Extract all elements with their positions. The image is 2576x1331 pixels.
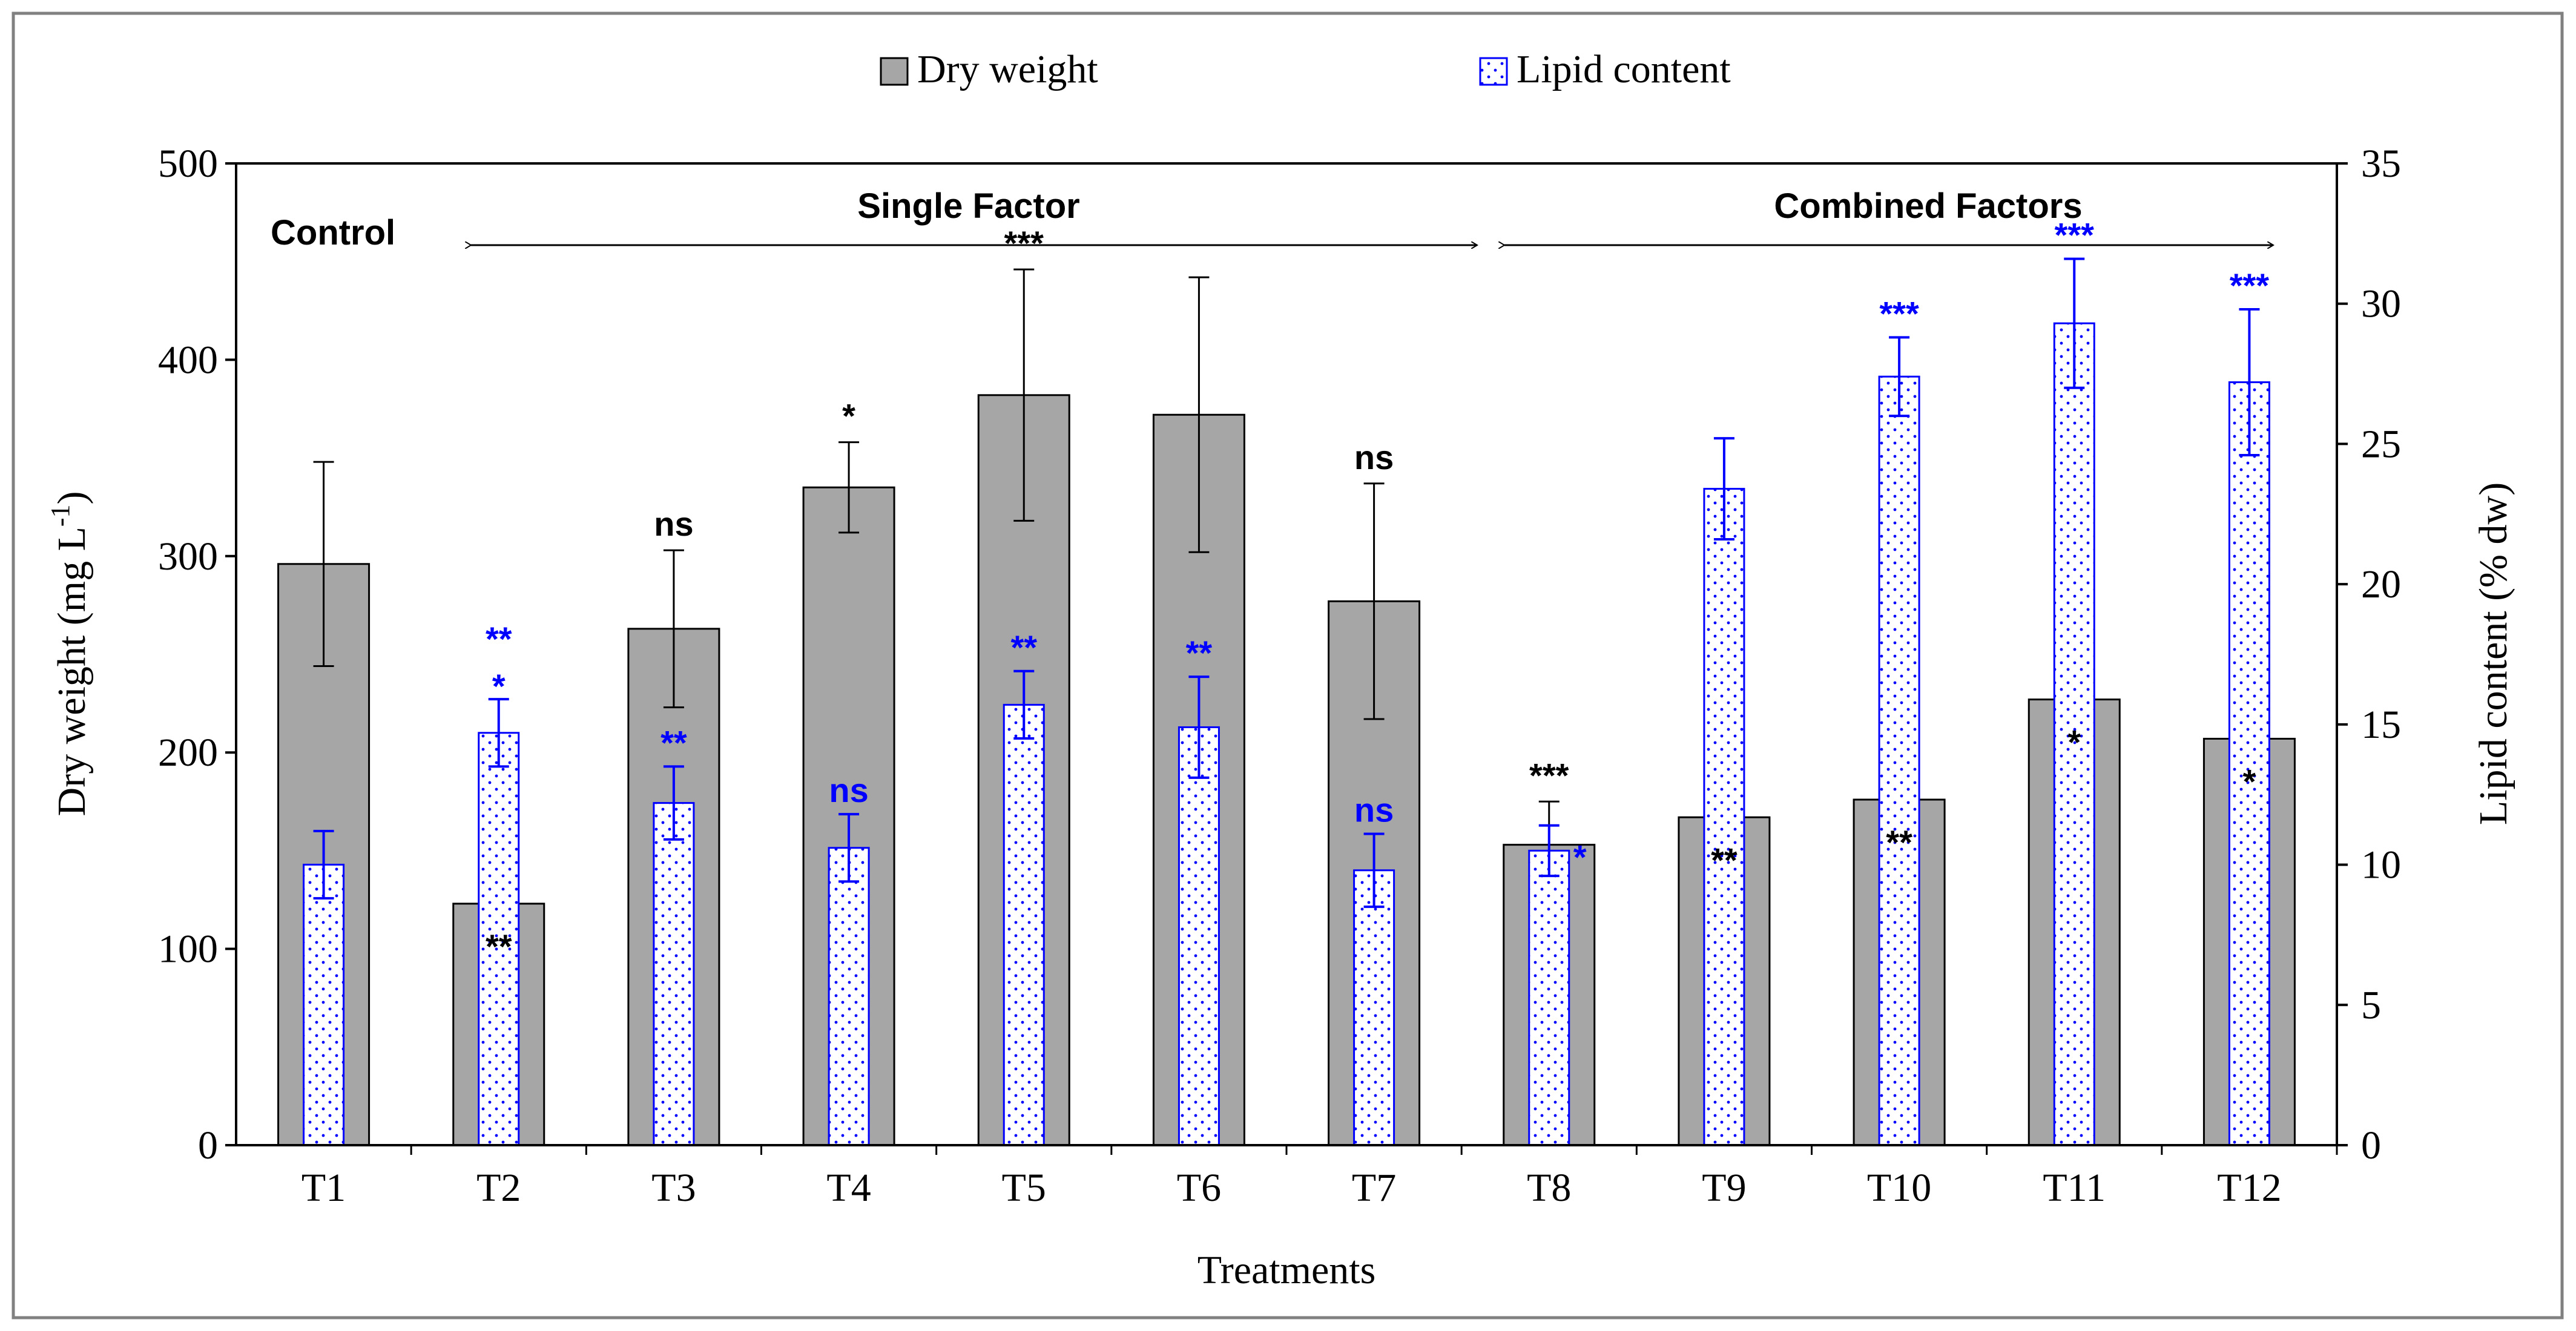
left-tick-label: 500: [158, 142, 218, 186]
y-axis-title-left-close: ): [50, 491, 94, 504]
significance-label-dry-T9: **: [1711, 841, 1738, 879]
lipid-content-bar-T10: [1878, 375, 1920, 1146]
significance-label-lipid-T5: **: [1010, 628, 1037, 666]
y-axis-title-right: Lipid content (% dw): [2471, 482, 2515, 825]
significance-label-lipid-T11: ***: [2055, 216, 2095, 254]
figure-border: [12, 12, 2564, 1319]
lipid-content-bar-T11: [2053, 322, 2095, 1146]
left-tick-label: 100: [158, 927, 218, 971]
significance-label-lipid-T3: **: [660, 723, 687, 761]
significance-label-lipid-T7: ns: [1354, 791, 1394, 829]
lipid-content-bar-T5: [1003, 703, 1045, 1146]
x-tick-label-T4: T4: [826, 1166, 871, 1210]
lipid-content-bar-T7: [1353, 869, 1395, 1146]
lipid-content-bar-T4: [828, 847, 870, 1146]
significance-label-dry-T12: *: [2243, 762, 2256, 800]
x-tick-label-T7: T7: [1352, 1166, 1396, 1210]
right-tick-label: 20: [2361, 562, 2401, 606]
x-tick-label-T9: T9: [1702, 1166, 1746, 1210]
x-axis-ticks: T1 T2 T3 T4 T5 T6 T7 T8 T9 T10 T11 T12: [301, 1145, 2338, 1210]
right-tick-label: 15: [2361, 703, 2401, 747]
significance-label-dry-T8: ***: [1529, 756, 1569, 794]
y-axis-title-left: Dry weight (mg L-1): [45, 491, 94, 816]
right-tick-label: 0: [2361, 1123, 2381, 1168]
legend-label-dry-weight: Dry weight: [917, 47, 1098, 91]
significance-label-dry-T4: *: [842, 397, 855, 435]
x-tick-label-T8: T8: [1527, 1166, 1571, 1210]
legend-swatch-dry-weight: [880, 57, 909, 86]
legend: Dry weight Lipid content: [880, 47, 1731, 91]
lipid-content-series: [303, 257, 2270, 1146]
y-axis-title-left-sup: -1: [45, 504, 75, 527]
x-tick-label-T2: T2: [476, 1166, 521, 1210]
x-tick-label-T10: T10: [1867, 1166, 1931, 1210]
x-axis-title: Treatments: [1197, 1248, 1376, 1292]
x-tick-label-T5: T5: [1002, 1166, 1046, 1210]
lipid-content-bar-T1: [303, 864, 345, 1146]
lipid-content-bar-T6: [1178, 726, 1220, 1146]
dry-weight-series: [277, 268, 2296, 1146]
x-tick-label-T3: T3: [651, 1166, 696, 1210]
annotation-control: Control: [271, 213, 395, 252]
significance-label-lipid-T6: **: [1186, 634, 1213, 672]
significance-label-dry-T11: *: [2067, 723, 2081, 761]
right-tick-label: 35: [2361, 142, 2401, 186]
y-axis-title-left-main: Dry weight (mg L: [50, 527, 94, 816]
annotation-single-factor: Single Factor: [857, 186, 1079, 226]
left-tick-label: 0: [198, 1123, 218, 1168]
x-tick-label-T12: T12: [2217, 1166, 2281, 1210]
significance-label-lipid-T10: ***: [1879, 294, 1919, 332]
left-axis-ticks: 0 100 200 300 400 500: [158, 142, 236, 1168]
lipid-content-bar-T12: [2228, 381, 2270, 1146]
x-tick-label-T1: T1: [301, 1166, 346, 1210]
significance-label-dry-T2: **: [486, 927, 512, 965]
x-tick-label-T6: T6: [1177, 1166, 1221, 1210]
right-tick-label: 30: [2361, 282, 2401, 326]
significance-label-dry-T5: ***: [1004, 224, 1044, 262]
right-tick-label: 10: [2361, 843, 2401, 887]
significance-label-lipid-T4: ns: [829, 771, 868, 809]
x-tick-label-T11: T11: [2043, 1166, 2106, 1210]
significance-label-dry-T10: **: [1886, 823, 1912, 861]
significance-label-dry-T7: ns: [1354, 438, 1394, 476]
significance-label-dry-T3: ns: [654, 505, 693, 543]
left-tick-label: 200: [158, 731, 218, 775]
significance-label-lipid-extra-T2: *: [492, 667, 506, 705]
legend-swatch-lipid-content: [1479, 57, 1508, 86]
lipid-content-bar-T3: [653, 802, 695, 1146]
left-tick-label: 300: [158, 534, 218, 579]
left-tick-label: 400: [158, 338, 218, 382]
right-axis-ticks: 0 5 10 15 20 25 30 35: [2337, 142, 2401, 1168]
legend-label-lipid-content: Lipid content: [1517, 47, 1731, 91]
right-tick-label: 5: [2361, 983, 2381, 1027]
annotation-combined-factors: Combined Factors: [1774, 186, 2082, 226]
right-tick-label: 25: [2361, 422, 2401, 466]
lipid-content-bar-T9: [1703, 488, 1745, 1146]
lipid-content-bar-T8: [1528, 849, 1570, 1146]
significance-label-lipid-T12: ***: [2230, 266, 2270, 304]
significance-label-lipid-T8: *: [1573, 838, 1587, 876]
significance-label-lipid-T2: **: [486, 620, 512, 658]
